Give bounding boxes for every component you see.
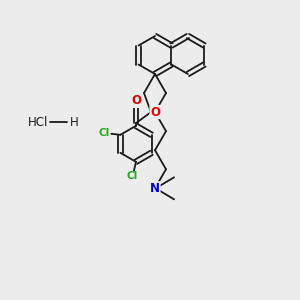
Text: H: H [70,116,79,128]
Text: N: N [150,182,160,195]
Text: O: O [131,94,141,107]
Text: O: O [150,106,160,118]
Text: HCl: HCl [28,116,48,128]
Text: Cl: Cl [126,171,138,181]
Text: Cl: Cl [99,128,110,138]
